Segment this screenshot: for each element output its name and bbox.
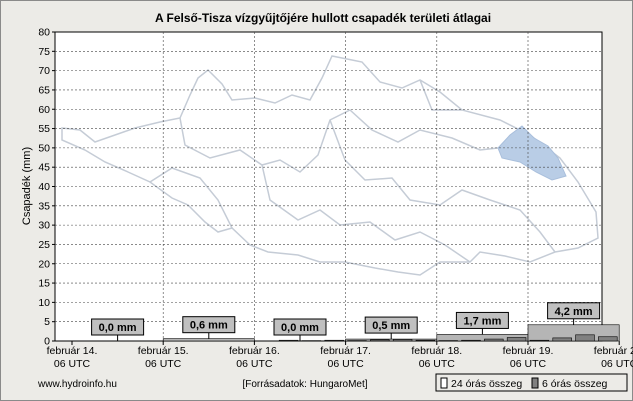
catchment-inner-boundary <box>329 119 556 253</box>
value-label: 0,0 mm <box>99 322 137 334</box>
y-tick-label: 70 <box>38 65 50 77</box>
bar-6h <box>598 336 618 342</box>
y-tick-label: 15 <box>38 278 50 290</box>
catchment-inner-boundary <box>261 164 471 263</box>
y-axis-label: Csapadék (mm) <box>21 147 33 225</box>
chart-title: A Felső-Tisza vízgyűjtőjére hullott csap… <box>155 11 491 25</box>
legend: 24 órás összeg 6 órás összeg <box>435 373 628 392</box>
x-tick-label-time: 06 UTC <box>54 358 91 370</box>
y-tick-label: 0 <box>44 336 50 348</box>
value-label: 0,0 mm <box>281 322 319 334</box>
y-tick-label: 25 <box>38 239 50 251</box>
legend-swatch-6h <box>531 377 539 389</box>
value-label: 0,5 mm <box>372 320 410 332</box>
x-tick-label-time: 06 UTC <box>419 358 456 370</box>
x-tick-label-time: 06 UTC <box>145 358 182 370</box>
legend-label-6h: 6 órás összeg <box>542 378 608 390</box>
y-tick-label: 45 <box>38 162 50 174</box>
value-label-box <box>182 316 236 334</box>
bar-6h <box>506 337 527 342</box>
bar-24h <box>162 338 255 342</box>
x-tick-label-date: február 18. <box>411 345 462 357</box>
y-tick-label: 30 <box>38 220 50 232</box>
bar-6h <box>575 334 595 342</box>
value-label-box <box>455 311 509 329</box>
bar-6h <box>370 339 390 342</box>
y-tick-label: 5 <box>44 316 50 328</box>
y-tick-label: 55 <box>38 123 50 135</box>
x-tick-label-time: 06 UTC <box>236 358 273 370</box>
y-tick-label: 80 <box>38 27 50 39</box>
x-tick-label-date: február 15. <box>138 345 189 357</box>
legend-label-24h: 24 órás összeg <box>451 378 522 390</box>
x-tick-label-date: február 17. <box>320 345 371 357</box>
data-source: [Forrásadatok: HungaroMet] <box>242 379 367 390</box>
x-tick-label-date: február 20. <box>594 345 633 357</box>
value-label: 1,7 mm <box>463 315 501 327</box>
x-tick-label-date: február 16. <box>229 345 280 357</box>
x-tick-label-date: február 19. <box>503 345 554 357</box>
bar-6h <box>415 339 436 342</box>
y-tick-label: 65 <box>38 84 50 96</box>
grid-layer <box>55 32 602 341</box>
y-tick-label: 50 <box>38 142 50 154</box>
x-tick-label-time: 06 UTC <box>601 358 633 370</box>
value-label-box <box>364 316 418 334</box>
value-label-box <box>273 318 327 336</box>
highlighted-subcatchment <box>497 125 567 181</box>
catchment-inner-boundary <box>149 167 233 229</box>
value-label: 4,2 mm <box>555 306 593 318</box>
value-labels-layer: 0,0 mm 0,6 mm 0,0 mm 0,5 mm 1,7 mm 4,2 mm <box>91 302 601 341</box>
y-tick-label: 40 <box>38 181 50 193</box>
bar-6h <box>552 337 572 342</box>
value-label-box <box>91 318 145 336</box>
bar-6h <box>278 339 299 342</box>
legend-swatch-24h <box>440 377 448 389</box>
bar-6h <box>484 338 504 342</box>
value-label-box <box>547 302 601 320</box>
y-tick-label: 20 <box>38 258 50 270</box>
x-tick-label-time: 06 UTC <box>328 358 365 370</box>
source-link[interactable]: www.hydroinfo.hu <box>37 379 117 390</box>
catchment-inner-boundary <box>179 109 499 173</box>
catchment-outline <box>61 55 599 276</box>
value-label: 0,6 mm <box>190 320 228 332</box>
x-tick-label-time: 06 UTC <box>510 358 547 370</box>
y-tick-label: 75 <box>38 46 50 58</box>
y-tick-label: 60 <box>38 104 50 116</box>
bar-6h <box>392 339 413 342</box>
bar-6h <box>324 339 344 342</box>
y-tick-label: 10 <box>38 297 50 309</box>
bar-6h <box>529 339 550 342</box>
y-tick-label: 35 <box>38 200 50 212</box>
bar-6h <box>461 339 481 342</box>
y-axis: 0 5 10 15 20 25 30 35 40 45 50 55 60 65 70 75 80 <box>38 27 55 348</box>
x-tick-label-date: február 14. <box>47 345 98 357</box>
